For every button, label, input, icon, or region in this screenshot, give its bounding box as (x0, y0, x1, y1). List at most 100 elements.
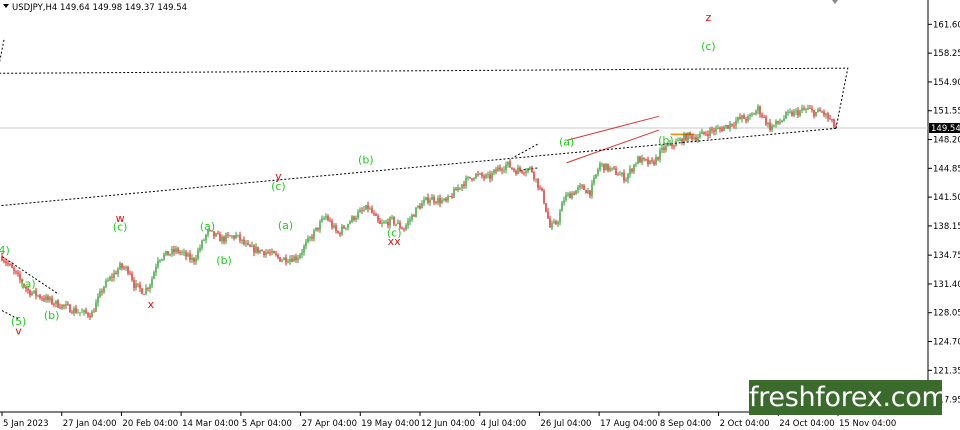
candle-body (309, 237, 311, 239)
wave-label: (4) (0, 244, 10, 257)
candle-body (591, 183, 593, 196)
candlestick-series (1, 104, 837, 321)
candle-body (291, 258, 293, 262)
candle-body (633, 164, 635, 172)
candle-body (585, 190, 587, 194)
candle-body (395, 223, 397, 225)
x-tick-label: 17 Aug 04:00 (600, 419, 657, 429)
candle-body (531, 167, 533, 173)
candle-body (161, 259, 163, 261)
candle-body (491, 173, 493, 179)
candle-body (801, 108, 803, 111)
x-axis-ticks: 5 Jan 2023 27 Jan 04:00 20 Feb 04:00 14 Mar… (1, 412, 896, 429)
candle-body (257, 246, 259, 253)
candle-body (799, 110, 801, 116)
candle-body (623, 172, 625, 181)
candle-body (625, 179, 627, 181)
candle-body (619, 174, 621, 176)
candle-body (327, 216, 329, 221)
candle-body (101, 291, 103, 293)
candle-body (519, 167, 521, 171)
candle-body (655, 156, 657, 165)
candle-body (689, 132, 691, 136)
wave-label: y (275, 170, 282, 183)
candle-body (385, 221, 387, 223)
candle-body (755, 110, 757, 115)
candle-body (487, 174, 489, 176)
shift-marker-icon[interactable] (832, 0, 838, 4)
candle-body (113, 273, 115, 278)
y-tick-label: 141.50 (933, 193, 960, 203)
candle-body (809, 108, 811, 109)
candle-body (713, 130, 715, 132)
candle-body (79, 312, 81, 314)
candle-body (205, 234, 207, 240)
candle-body (405, 225, 407, 230)
candle-body (157, 260, 159, 267)
candle-body (163, 254, 165, 260)
candle-body (757, 106, 759, 111)
candle-body (693, 137, 695, 140)
candle-body (373, 212, 375, 214)
candle-body (167, 251, 169, 256)
candle-body (211, 230, 213, 232)
candle-body (475, 173, 477, 179)
dropdown-arrow-icon[interactable] (3, 4, 9, 8)
candle-body (347, 224, 349, 228)
candle-body (741, 115, 743, 119)
candle-body (699, 133, 701, 138)
candle-body (133, 280, 135, 288)
candle-body (263, 251, 265, 256)
candle-body (567, 193, 569, 196)
projection-down (0, 127, 837, 207)
candle-body (137, 283, 139, 285)
candle-body (259, 250, 261, 253)
candle-body (297, 258, 299, 260)
candle-body (249, 244, 251, 247)
candle-body (833, 119, 835, 127)
candle-body (377, 215, 379, 221)
candle-body (579, 185, 581, 188)
candle-body (631, 168, 633, 172)
candle-body (471, 178, 473, 180)
candle-body (269, 252, 271, 254)
candle-body (353, 216, 355, 220)
candle-body (63, 304, 65, 306)
candle-body (603, 163, 605, 171)
candle-body (91, 311, 93, 318)
candle-body (153, 272, 155, 279)
candle-body (107, 280, 109, 282)
x-tick-label: 5 Apr 04:00 (242, 419, 292, 429)
candle-body (85, 310, 87, 313)
candle-body (29, 290, 31, 296)
candle-body (597, 169, 599, 175)
candle-body (787, 112, 789, 113)
candle-body (559, 211, 561, 223)
candle-body (253, 245, 255, 253)
wave-label: (c) (387, 227, 402, 240)
candle-body (665, 146, 667, 151)
candle-body (301, 252, 303, 255)
candle-body (577, 187, 579, 191)
candle-body (75, 308, 77, 313)
candle-body (769, 122, 771, 131)
candle-body (649, 160, 651, 165)
candle-body (241, 239, 243, 241)
candle-body (783, 118, 785, 121)
candle-body (569, 193, 571, 199)
candle-body (511, 167, 513, 169)
candle-body (65, 304, 67, 306)
candle-body (413, 215, 415, 217)
candle-body (673, 145, 675, 147)
candle-body (273, 251, 275, 254)
y-tick-label: 124.70 (933, 338, 960, 348)
candle-body (575, 190, 577, 195)
candle-body (521, 170, 523, 173)
candle-body (601, 163, 603, 165)
candle-body (703, 131, 705, 134)
candle-body (825, 113, 827, 116)
candle-body (3, 260, 5, 262)
candle-body (69, 304, 71, 313)
candle-body (821, 111, 823, 113)
candle-body (629, 168, 631, 175)
